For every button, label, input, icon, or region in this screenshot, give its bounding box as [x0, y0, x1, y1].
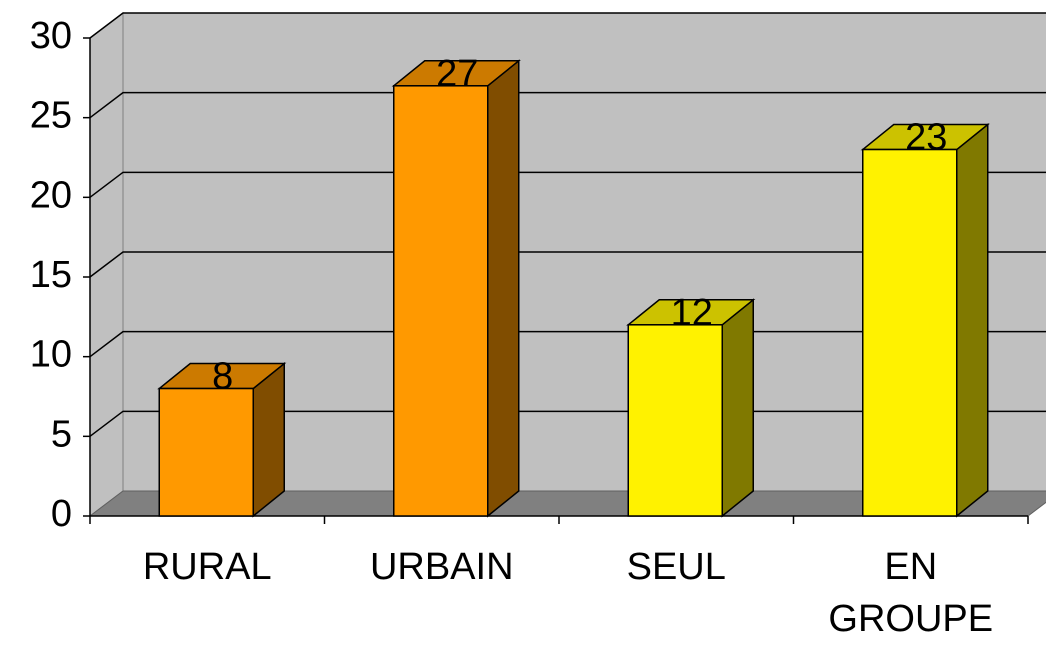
bar-side	[252, 361, 285, 518]
bar-side	[721, 298, 754, 518]
x-tick-label: URBAIN	[369, 546, 514, 588]
x-tick-label: SEUL	[626, 546, 726, 588]
bar	[862, 148, 958, 517]
value-label: 8	[212, 356, 233, 398]
bar-side	[487, 59, 520, 518]
y-tick-label: 10	[30, 334, 72, 376]
y-tick-label: 20	[30, 174, 72, 216]
grid-line	[89, 171, 1046, 198]
bar	[627, 324, 723, 517]
value-label: 23	[905, 117, 947, 159]
y-tick-label: 25	[30, 95, 72, 137]
bar-side	[956, 122, 989, 518]
value-label: 12	[671, 292, 713, 334]
grid-line	[89, 251, 1046, 278]
y-tick-label: 0	[51, 493, 72, 535]
x-tick-label: RURAL	[142, 546, 272, 588]
y-tick-label: 5	[51, 413, 72, 455]
y-tick-label: 15	[30, 254, 72, 296]
bar	[158, 387, 254, 517]
bar	[393, 85, 489, 517]
y-tick-label: 30	[30, 15, 72, 57]
x-tick-label: EN GROUPE	[828, 546, 994, 640]
grid-line	[89, 12, 1046, 39]
grid-line	[89, 91, 1046, 119]
value-label: 27	[436, 53, 478, 95]
